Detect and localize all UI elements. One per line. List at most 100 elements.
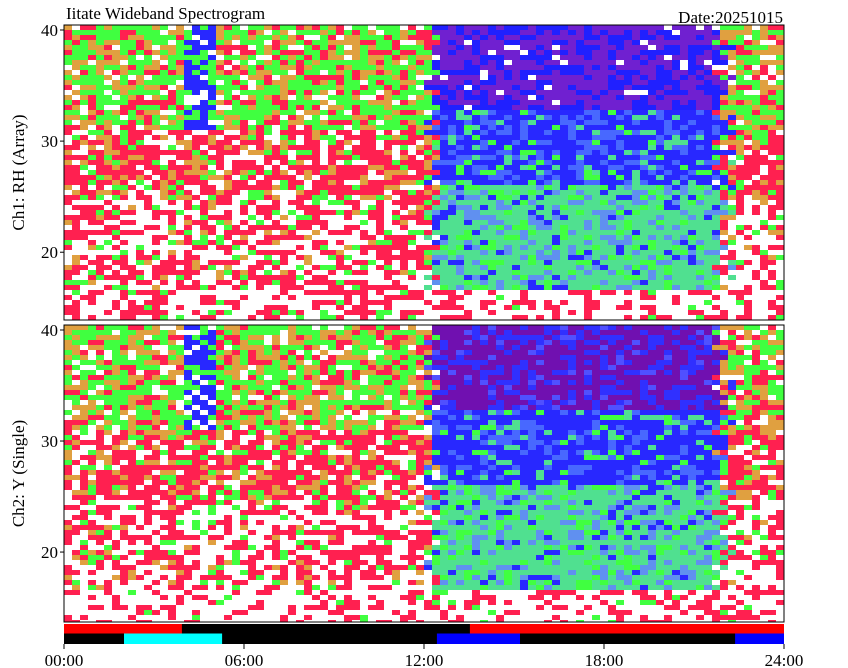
- spectrogram-cell: [80, 295, 88, 300]
- spectrogram-cell: [240, 160, 248, 165]
- spectrogram-cell: [152, 220, 160, 225]
- spectrogram-cell: [488, 125, 496, 130]
- spectrogram-cell: [392, 40, 400, 45]
- spectrogram-cell: [144, 200, 152, 205]
- spectrogram-cell: [712, 250, 720, 255]
- spectrogram-cell: [368, 150, 376, 155]
- spectrogram-cell: [152, 35, 160, 40]
- spectrogram-cell: [680, 95, 688, 100]
- spectrogram-cell: [728, 165, 736, 170]
- spectrogram-cell: [240, 100, 248, 105]
- spectrogram-cell: [400, 205, 408, 210]
- spectrogram-cell: [88, 115, 96, 120]
- spectrogram-cell: [528, 250, 536, 255]
- spectrogram-cell: [616, 85, 624, 90]
- spectrogram-cell: [112, 315, 120, 320]
- spectrogram-cell: [632, 205, 640, 210]
- spectrogram-cell: [576, 260, 584, 265]
- spectrogram-cell: [168, 120, 176, 125]
- spectrogram-cell: [456, 280, 464, 285]
- spectrogram-cell: [280, 55, 288, 60]
- spectrogram-cell: [352, 25, 360, 30]
- spectrogram-cell: [456, 90, 464, 95]
- spectrogram-cell: [344, 175, 352, 180]
- spectrogram-cell: [648, 110, 656, 115]
- spectrogram-cell: [120, 270, 128, 275]
- spectrogram-cell: [712, 55, 720, 60]
- spectrogram-cell: [168, 275, 176, 280]
- spectrogram-cell: [640, 215, 648, 220]
- spectrogram-cell: [544, 245, 552, 250]
- spectrogram-cell: [208, 185, 216, 190]
- spectrogram-cell: [96, 170, 104, 175]
- spectrogram-cell: [608, 115, 616, 120]
- spectrogram-cell: [344, 60, 352, 65]
- spectrogram-cell: [224, 210, 232, 215]
- spectrogram-cell: [576, 195, 584, 200]
- spectrogram-cell: [352, 200, 360, 205]
- spectrogram-cell: [608, 175, 616, 180]
- spectrogram-cell: [536, 35, 544, 40]
- spectrogram-cell: [256, 295, 264, 300]
- spectrogram-cell: [192, 105, 200, 110]
- spectrogram-cell: [400, 60, 408, 65]
- spectrogram-cell: [728, 110, 736, 115]
- spectrogram-cell: [144, 290, 152, 295]
- spectrogram-cell: [616, 25, 624, 30]
- spectrogram-cell: [232, 255, 240, 260]
- spectrogram-cell: [88, 215, 96, 220]
- spectrogram-cell: [152, 90, 160, 95]
- spectrogram-cell: [464, 180, 472, 185]
- spectrogram-cell: [336, 105, 344, 110]
- spectrogram-cell: [72, 190, 80, 195]
- spectrogram-cell: [112, 105, 120, 110]
- spectrogram-cell: [520, 265, 528, 270]
- spectrogram-cell: [80, 85, 88, 90]
- spectrogram-cell: [336, 300, 344, 305]
- spectrogram-cell: [392, 135, 400, 140]
- spectrogram-cell: [224, 45, 232, 50]
- spectrogram-cell: [232, 225, 240, 230]
- spectrogram-cell: [552, 225, 560, 230]
- spectrogram-cell: [616, 235, 624, 240]
- spectrogram-cell: [72, 185, 80, 190]
- spectrogram-cell: [88, 105, 96, 110]
- spectrogram-cell: [664, 175, 672, 180]
- spectrogram-cell: [360, 175, 368, 180]
- spectrogram-cell: [392, 275, 400, 280]
- spectrogram-cell: [608, 215, 616, 220]
- spectrogram-cell: [144, 125, 152, 130]
- spectrogram-cell: [424, 275, 432, 280]
- spectrogram-cell: [400, 185, 408, 190]
- spectrogram-cell: [200, 130, 208, 135]
- spectrogram-cell: [160, 300, 168, 305]
- spectrogram-cell: [352, 95, 360, 100]
- spectrogram-cell: [72, 130, 80, 135]
- spectrogram-cell: [656, 60, 664, 65]
- spectrogram-cell: [320, 105, 328, 110]
- spectrogram-cell: [80, 65, 88, 70]
- spectrogram-cell: [488, 230, 496, 235]
- spectrogram-cell: [488, 290, 496, 295]
- spectrogram-cell: [576, 265, 584, 270]
- spectrogram-cell: [368, 170, 376, 175]
- spectrogram-cell: [688, 230, 696, 235]
- spectrogram-cell: [248, 275, 256, 280]
- spectrogram-cell: [672, 285, 680, 290]
- spectrogram-cell: [608, 25, 616, 30]
- spectrogram-cell: [512, 240, 520, 245]
- spectrogram-cell: [592, 160, 600, 165]
- spectrogram-cell: [616, 195, 624, 200]
- spectrogram-cell: [584, 135, 592, 140]
- spectrogram-cell: [360, 40, 368, 45]
- spectrogram-cell: [352, 315, 360, 320]
- spectrogram-cell: [640, 175, 648, 180]
- spectrogram-cell: [136, 190, 144, 195]
- spectrogram-cell: [496, 235, 504, 240]
- spectrogram-cell: [600, 240, 608, 245]
- spectrogram-cell: [448, 125, 456, 130]
- spectrogram-cell: [360, 200, 368, 205]
- spectrogram-cell: [336, 240, 344, 245]
- spectrogram-cell: [720, 280, 728, 285]
- spectrogram-cell: [256, 195, 264, 200]
